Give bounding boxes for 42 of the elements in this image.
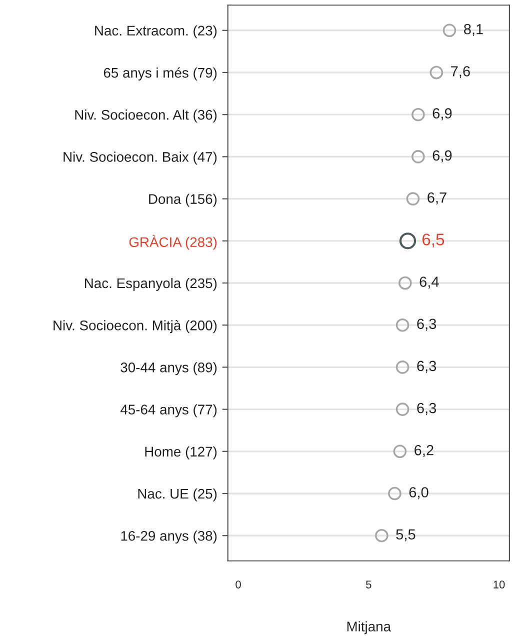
data-label: 6,4 xyxy=(420,276,439,289)
data-label: 6,3 xyxy=(417,318,436,331)
point xyxy=(388,486,402,500)
point xyxy=(396,402,410,416)
data-label: 6,5 xyxy=(422,234,444,248)
y-tick-label: Nac. Espanyola (235) xyxy=(85,278,217,291)
data-label: 6,0 xyxy=(409,487,428,500)
data-label: 6,9 xyxy=(432,150,452,162)
y-tick-label: GRÀCIA (283) xyxy=(129,234,217,250)
point xyxy=(398,276,412,290)
data-label: 5,5 xyxy=(396,529,416,542)
data-label: 6,9 xyxy=(432,108,452,120)
data-label: 6,3 xyxy=(417,402,436,415)
y-tick-label: 16-29 anys (38) xyxy=(121,530,217,544)
x-tick-label: 5 xyxy=(366,580,372,588)
y-tick-label: 30-44 anys (89) xyxy=(120,362,217,376)
point xyxy=(396,360,410,374)
y-tick-label: Dona (156) xyxy=(149,194,217,207)
point xyxy=(430,66,444,80)
point xyxy=(442,24,456,38)
x-axis-title: Mitjana xyxy=(347,621,392,634)
point xyxy=(406,192,420,206)
y-tick-label: Home (127) xyxy=(145,446,217,460)
data-label: 7,6 xyxy=(451,66,470,78)
point xyxy=(375,528,388,542)
y-tick-label: Niv. Socioecon. Alt (36) xyxy=(75,110,217,122)
x-tick-label: 0 xyxy=(236,580,241,588)
x-tick-label: 10 xyxy=(494,580,505,588)
y-tick-label: Nac. Extracom. (23) xyxy=(95,25,217,38)
y-tick-label: 65 anys i més (79) xyxy=(104,67,217,80)
point xyxy=(412,108,425,122)
y-tick-label: 45-64 anys (77) xyxy=(120,404,217,418)
y-tick-label: Niv. Socioecon. Mitjà (200) xyxy=(54,320,217,334)
y-tick-label: Nac. UE (25) xyxy=(138,488,217,502)
data-label: 6,7 xyxy=(428,192,446,204)
data-label: 6,3 xyxy=(417,360,436,373)
data-label: 8,1 xyxy=(464,24,483,36)
data-label: 6,2 xyxy=(414,445,434,458)
point xyxy=(412,150,425,164)
point xyxy=(393,444,407,458)
point xyxy=(396,318,410,332)
y-tick-label: Niv. Socioecon. Baix (47) xyxy=(64,152,217,165)
